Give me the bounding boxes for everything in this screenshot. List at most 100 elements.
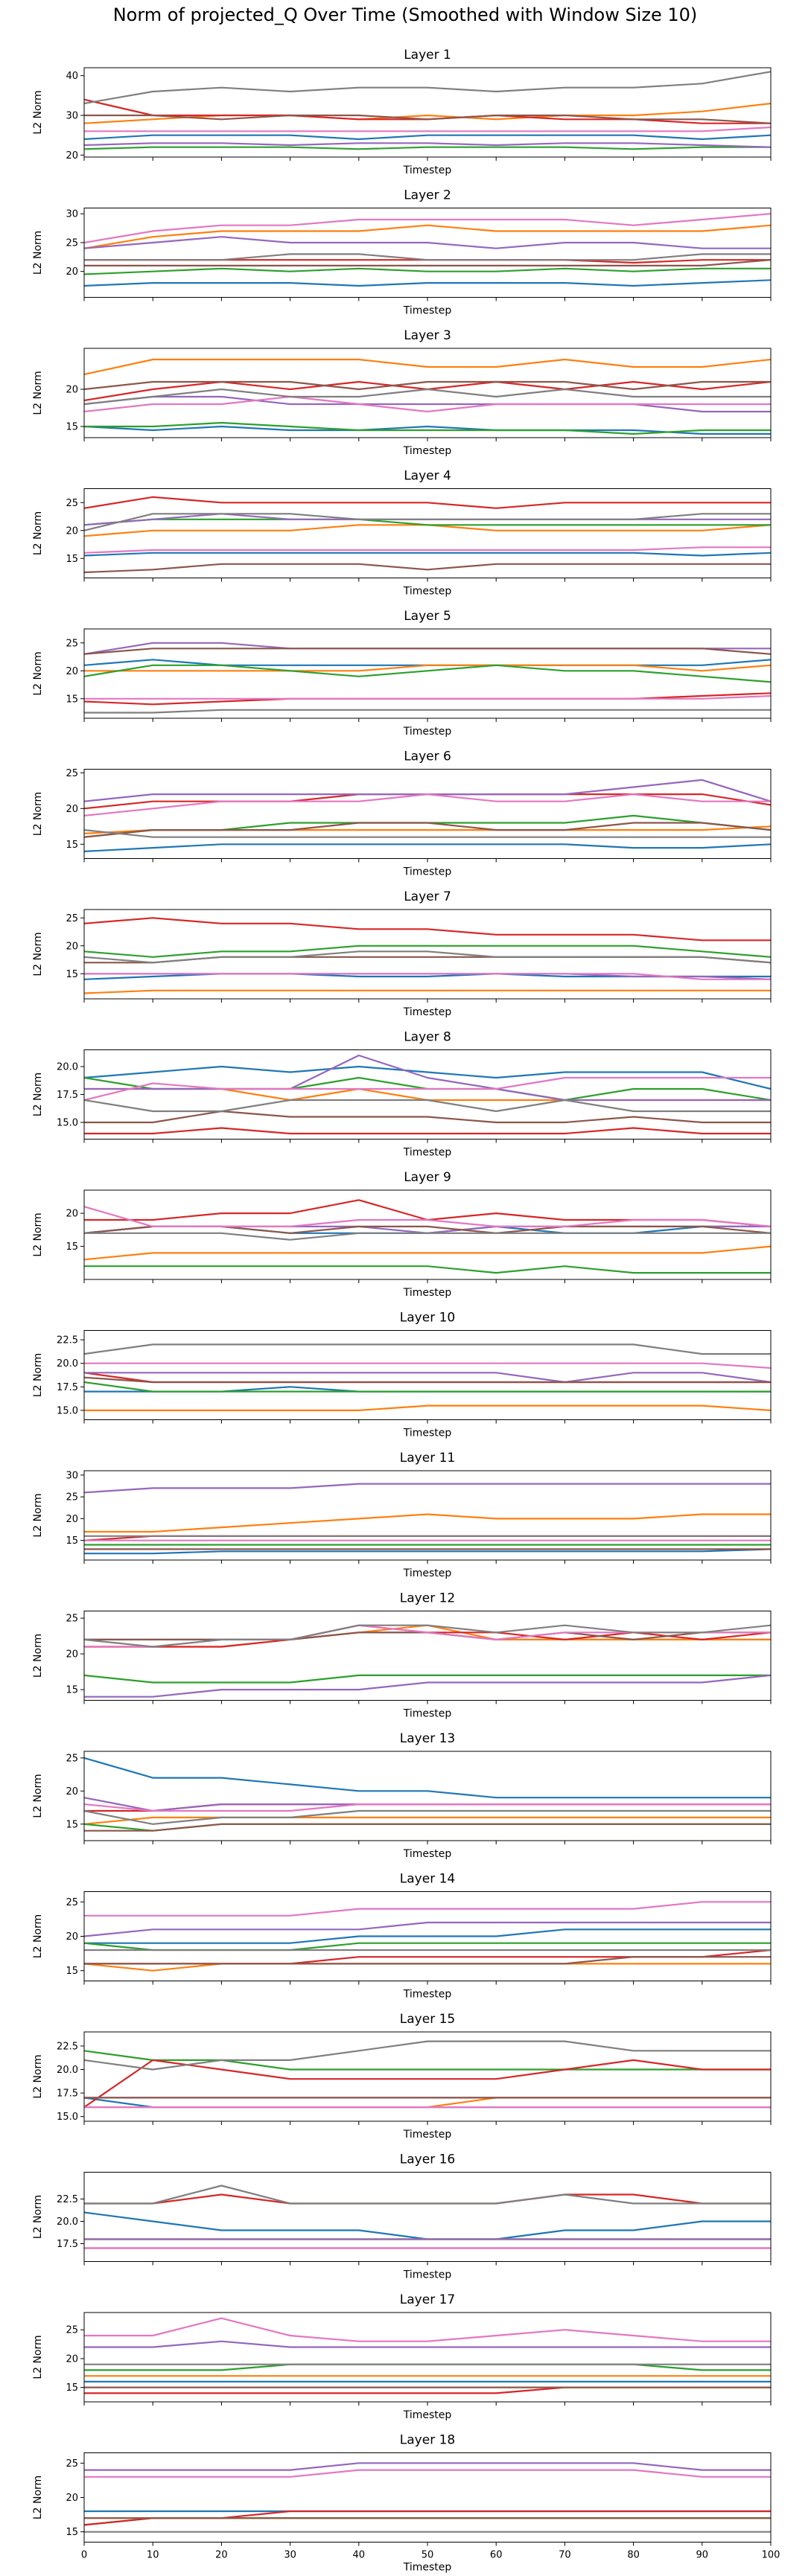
y-tick-label: 20.0	[57, 2217, 78, 2228]
y-tick-label: 20	[66, 1209, 78, 1220]
x-axis-label: Timestep	[403, 726, 452, 738]
y-tick-label: 15	[66, 969, 78, 980]
series-line-2	[84, 1087, 771, 1102]
subplot-layer-4: Layer 4 15 20 25 Timestep L2 Norm	[32, 469, 772, 598]
subplot-title: Layer 4	[404, 469, 451, 484]
y-tick-label: 22.5	[57, 1335, 78, 1346]
series-line-2	[83, 1816, 771, 1825]
series-line-5	[83, 1921, 771, 1937]
y-tick-label: 15	[66, 1241, 78, 1253]
series-line-5	[84, 2340, 771, 2348]
subplot-title: Layer 3	[404, 328, 451, 343]
y-tick-label: 30	[66, 209, 78, 220]
y-tick-label: 30	[66, 111, 78, 122]
subplot-title: Layer 14	[400, 1872, 455, 1887]
series-line-5	[84, 1372, 772, 1384]
series-line-4	[83, 380, 772, 402]
x-tick-label: 30	[284, 2550, 296, 2561]
x-tick-label: 100	[762, 2550, 780, 2561]
subplot-title: Layer 5	[404, 609, 451, 624]
x-axis-label: Timestep	[403, 305, 452, 317]
y-tick-label: 17.5	[57, 2088, 78, 2100]
series-line-4	[83, 2059, 771, 2109]
series-line-4	[83, 917, 771, 942]
series-line-5	[83, 142, 772, 148]
x-tick-label: 20	[215, 2550, 228, 2561]
y-tick-label: 25	[66, 2458, 78, 2470]
subplot-title: Layer 1	[404, 48, 451, 63]
series-line-7	[84, 126, 772, 132]
y-tick-label: 15	[66, 422, 78, 433]
subplot-layer-7: Layer 7 15 20 25 Timestep L2 Norm	[32, 889, 772, 1018]
y-tick-label: 15	[66, 2527, 78, 2538]
series-line-6	[84, 1110, 771, 1124]
x-axis-label: Timestep	[403, 1006, 452, 1018]
axes-frame	[83, 2312, 772, 2403]
x-tick-label: 40	[353, 2550, 366, 2561]
y-tick-label: 15	[66, 2382, 78, 2394]
subplot-layer-13: Layer 13 15 20 25 Timestep L2 Norm	[32, 1731, 772, 1860]
series-line-6	[84, 114, 772, 124]
y-axis-label: L2 Norm	[32, 1914, 44, 1958]
y-tick-label: 15.0	[57, 2112, 78, 2123]
series-line-5	[83, 395, 771, 413]
subplot-layer-12: Layer 12 15 20 25 Timestep L2 Norm	[32, 1591, 772, 1720]
y-tick-label: 20	[66, 1649, 78, 1661]
series-line-1	[83, 1225, 771, 1234]
x-axis-label: Timestep	[403, 2129, 452, 2141]
subplot-title: Layer 9	[404, 1170, 451, 1185]
subplot-title: Layer 8	[404, 1030, 451, 1045]
y-axis-label: L2 Norm	[32, 1073, 44, 1116]
series-line-2	[83, 1963, 771, 1972]
series-line-8	[83, 513, 771, 531]
y-tick-label: 15	[66, 694, 78, 705]
series-line-2	[84, 1404, 772, 1412]
series-line-5	[84, 1674, 772, 1698]
series-line-7	[84, 973, 771, 980]
y-axis-label: L2 Norm	[32, 90, 44, 134]
subplot-layer-1: Layer 1 20 30 40 Timestep L2 Norm	[32, 48, 772, 176]
series-line-2	[83, 358, 772, 376]
y-tick-label: 20.0	[57, 1062, 78, 1073]
y-axis-label: L2 Norm	[32, 792, 44, 836]
series-line-4	[83, 1372, 771, 1384]
y-tick-label: 17.5	[57, 2239, 78, 2250]
y-axis-label: L2 Norm	[32, 2054, 44, 2098]
y-tick-label: 15	[66, 1819, 78, 1830]
x-axis-label: Timestep	[403, 1708, 452, 1720]
series-line-6	[84, 1631, 771, 1640]
series-line-3	[83, 945, 772, 958]
subplot-title: Layer 10	[400, 1311, 455, 1326]
series-line-7	[84, 694, 772, 700]
y-axis-label: L2 Norm	[32, 2335, 44, 2379]
series-line-7	[83, 213, 772, 244]
y-axis-label: L2 Norm	[32, 932, 44, 976]
y-tick-label: 22.5	[57, 2041, 78, 2052]
series-line-1	[83, 843, 772, 852]
subplot-title: Layer 12	[400, 1591, 455, 1606]
subplot-layer-10: Layer 10 15.0 17.5 20.0 22.5 Timestep L2 Norm	[32, 1311, 772, 1439]
x-axis-label: Timestep	[403, 2269, 452, 2281]
x-tick-label: 10	[147, 2550, 159, 2561]
y-tick-label: 25	[66, 498, 78, 509]
series-line-2	[83, 524, 772, 537]
y-tick-label: 15	[66, 1966, 78, 1977]
series-line-4	[83, 496, 771, 509]
series-line-1	[83, 2097, 771, 2109]
series-line-4	[84, 1199, 772, 1227]
series-line-6	[84, 1956, 771, 1965]
y-axis-label: L2 Norm	[32, 371, 44, 415]
series-line-1	[83, 1757, 771, 1799]
axes-frame	[83, 1049, 772, 1140]
series-line-8	[83, 1099, 771, 1113]
series-line-8	[83, 1809, 771, 1825]
y-tick-label: 20.0	[57, 2065, 78, 2076]
series-line-7	[83, 1076, 771, 1102]
y-tick-label: 25	[66, 1492, 78, 1503]
series-line-8	[84, 1232, 771, 1241]
series-line-2	[83, 1245, 772, 1261]
x-axis-label: Timestep	[403, 164, 452, 176]
y-tick-label: 15	[66, 1685, 78, 1696]
x-tick-label: 80	[627, 2550, 640, 2561]
series-line-1	[83, 659, 772, 666]
